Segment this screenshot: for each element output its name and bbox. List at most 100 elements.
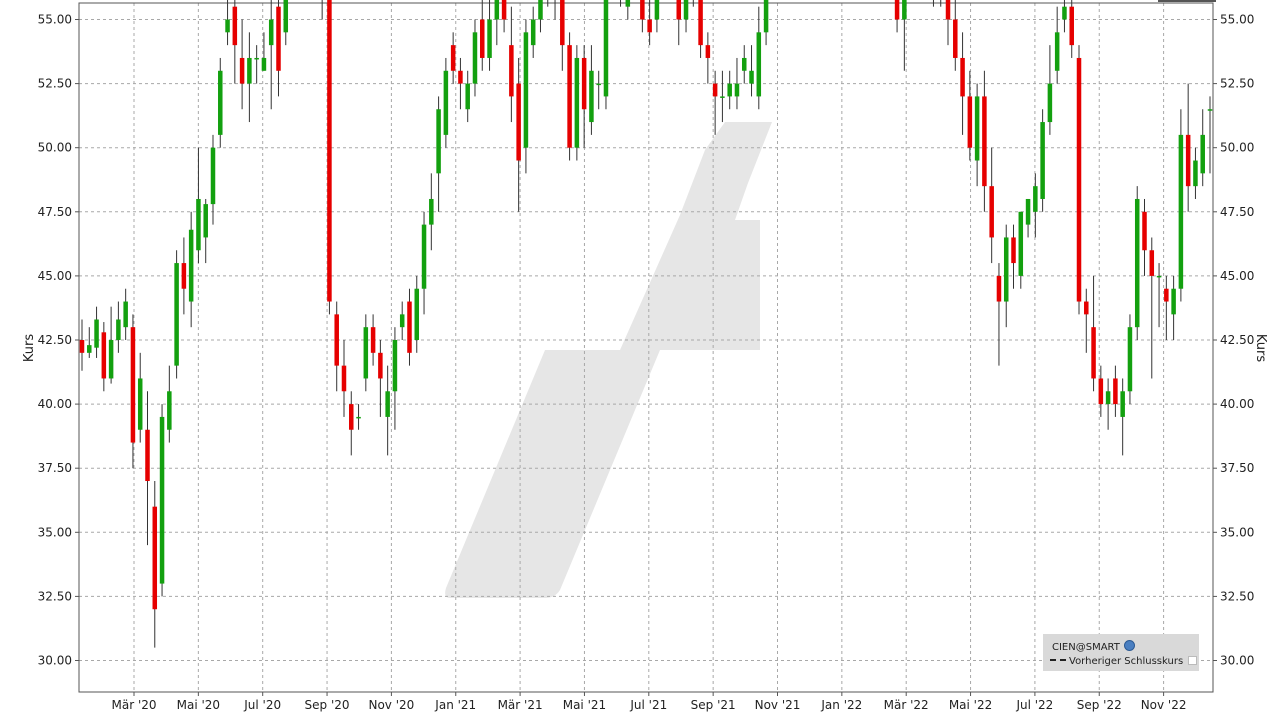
y-tick-label: 50.00 — [1220, 141, 1254, 155]
y-tick-label: 40.00 — [38, 397, 72, 411]
x-tick-label: Jan '22 — [820, 698, 862, 712]
candle-body — [574, 57, 580, 148]
candle-body — [225, 19, 230, 33]
candle-body — [567, 45, 572, 148]
x-tick-label: Nov '21 — [755, 698, 801, 712]
candle-body — [1084, 301, 1089, 315]
candle-body — [996, 275, 1002, 302]
candle-body — [108, 340, 114, 379]
candle-body — [501, 0, 507, 20]
candle-body — [727, 83, 732, 97]
candle-body — [523, 32, 529, 148]
y-axis-left: 30.00 32.50 35.00 37.50 40.00 42.50 45.00 47.50… — [38, 13, 79, 668]
candles-layer — [79, 0, 1213, 648]
candle-body — [429, 198, 434, 225]
y-tick-label: 35.00 — [38, 525, 72, 539]
candle-body — [480, 19, 485, 58]
candle-body — [603, 0, 609, 97]
candle-body — [589, 70, 594, 123]
candle-body — [1113, 378, 1118, 405]
candle-body — [283, 0, 289, 33]
candle-body — [210, 147, 216, 205]
x-axis: Mär '20 Mai '20 Jul '20 Sep '20 Nov '20 Jan '… — [111, 692, 1187, 712]
y-tick-label: 32.50 — [1220, 589, 1254, 603]
candle-body — [407, 301, 412, 353]
candle-body — [181, 263, 187, 289]
candle-body — [712, 83, 718, 97]
candle-body — [101, 332, 107, 379]
y-tick-label: 37.50 — [38, 461, 72, 475]
candle-body — [1011, 237, 1016, 264]
candle-body — [414, 288, 420, 340]
legend-box: CIEN@SMART Vorheriger Schlusskurs — [1043, 634, 1199, 671]
y-axis-title-right: Kurs — [1253, 334, 1268, 362]
candle-body — [705, 45, 711, 58]
candle-body — [130, 327, 136, 443]
x-tick-label: Sep '20 — [305, 698, 350, 712]
y-tick-label: 55.00 — [1220, 13, 1254, 27]
candle-body — [1025, 198, 1031, 225]
candle-body — [1047, 83, 1053, 123]
candle-body — [247, 57, 252, 84]
candle-body — [87, 345, 92, 353]
y-tick-label: 42.50 — [1220, 333, 1254, 347]
candle-body — [1069, 6, 1074, 46]
x-tick-label: Sep '21 — [691, 698, 736, 712]
candle-body — [421, 224, 427, 289]
candle-body — [1200, 134, 1205, 174]
candle-body — [494, 0, 500, 20]
candle-body — [1098, 378, 1104, 405]
candle-body — [443, 70, 449, 135]
candle-body — [741, 57, 747, 71]
globe-icon[interactable] — [1123, 640, 1135, 651]
candle-body — [1040, 122, 1045, 199]
candle-body — [1164, 288, 1169, 302]
candle-body — [734, 83, 740, 97]
candle-body — [640, 0, 645, 20]
candle-body — [436, 109, 441, 174]
candle-body — [116, 319, 121, 340]
y-tick-label: 30.00 — [38, 654, 72, 668]
candle-body — [203, 204, 208, 238]
candle-body — [676, 0, 682, 20]
dash-line-icon — [1050, 659, 1066, 661]
candle-body — [276, 6, 281, 71]
candle-body — [698, 0, 703, 46]
y-tick-label: 35.00 — [1220, 525, 1254, 539]
y-axis-right: 30.00 32.50 35.00 37.50 40.00 42.50 45.00 47.50… — [1213, 13, 1254, 668]
candle-body — [79, 340, 85, 353]
candle-body — [487, 19, 492, 58]
candle-body — [450, 45, 456, 71]
x-tick-label: Jul '20 — [243, 698, 281, 712]
candle-body — [982, 96, 987, 187]
y-tick-label: 55.00 — [38, 13, 72, 27]
candle-body — [1171, 288, 1176, 315]
x-tick-label: Jan '21 — [434, 698, 476, 712]
y-tick-label: 30.00 — [1220, 654, 1254, 668]
candle-body — [327, 0, 332, 302]
y-tick-label: 50.00 — [38, 141, 72, 155]
candle-body — [392, 340, 398, 392]
candle-body — [399, 314, 405, 328]
checkbox-icon[interactable] — [1188, 656, 1198, 665]
x-tick-label: Mai '20 — [177, 698, 220, 712]
candle-body — [945, 0, 951, 20]
candle-body — [596, 83, 601, 86]
candle-body — [94, 319, 99, 348]
top-right-tab — [1158, 0, 1216, 2]
y-tick-label: 47.50 — [38, 205, 72, 219]
candle-body — [538, 0, 543, 20]
y-tick-label: 52.50 — [38, 77, 72, 91]
candle-body — [1062, 6, 1067, 20]
x-tick-label: Mär '22 — [884, 698, 929, 712]
y-tick-label: 37.50 — [1220, 461, 1254, 475]
candle-body — [239, 57, 245, 84]
candle-body — [967, 96, 973, 148]
candle-body — [1185, 134, 1191, 187]
candle-body — [472, 32, 478, 84]
candle-body — [356, 416, 361, 419]
plot-frame — [78, 2, 1214, 693]
y-tick-label: 47.50 — [1220, 205, 1254, 219]
candle-body — [137, 378, 143, 430]
candle-body — [378, 352, 383, 379]
